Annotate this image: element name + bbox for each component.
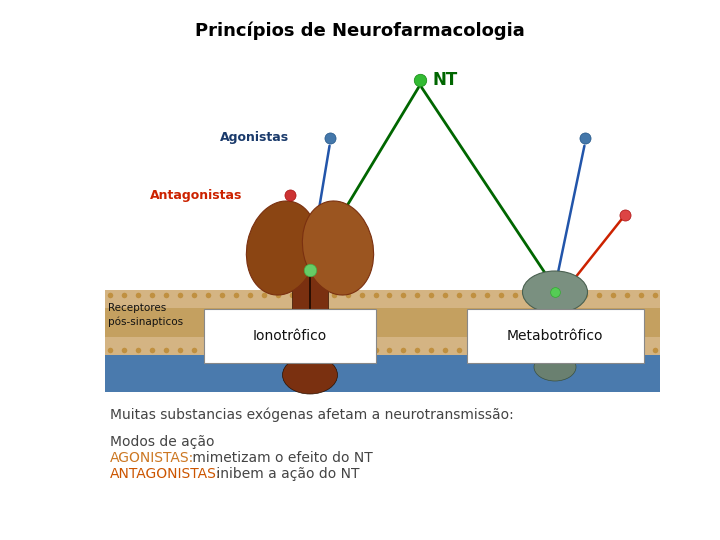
Text: Antagonistas: Antagonistas	[150, 188, 243, 201]
Text: Ionotrôfico: Ionotrôfico	[253, 329, 327, 343]
Ellipse shape	[282, 356, 338, 394]
Ellipse shape	[246, 201, 318, 295]
Bar	[105, 308, 660, 337]
FancyBboxPatch shape	[204, 309, 376, 363]
Text: Metabotrôfico: Metabotrôfico	[507, 329, 603, 343]
Ellipse shape	[523, 271, 588, 313]
Text: Princípios de Neurofarmacologia: Princípios de Neurofarmacologia	[195, 22, 525, 40]
Text: AGONISTAS:: AGONISTAS:	[110, 451, 194, 465]
Text: Modos de ação: Modos de ação	[110, 435, 215, 449]
Bar	[292, 275, 328, 342]
Text: Muitas substancias exógenas afetam a neurotransmissão:: Muitas substancias exógenas afetam a neu…	[110, 408, 514, 422]
Bar	[105, 290, 660, 355]
Text: Agonistas: Agonistas	[220, 132, 289, 145]
Text: inibem a ação do NT: inibem a ação do NT	[212, 467, 359, 481]
Text: mimetizam o efeito do NT: mimetizam o efeito do NT	[188, 451, 373, 465]
Text: NT: NT	[432, 71, 457, 89]
Ellipse shape	[302, 201, 374, 295]
Text: Receptores
pós-sinapticos: Receptores pós-sinapticos	[108, 303, 183, 327]
Bar	[105, 355, 660, 392]
Text: ANTAGONISTAS:: ANTAGONISTAS:	[110, 467, 222, 481]
Ellipse shape	[534, 353, 576, 381]
FancyBboxPatch shape	[467, 309, 644, 363]
